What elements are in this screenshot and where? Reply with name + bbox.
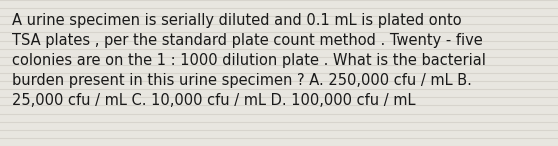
- Text: A urine specimen is serially diluted and 0.1 mL is plated onto
TSA plates , per : A urine specimen is serially diluted and…: [12, 13, 486, 108]
